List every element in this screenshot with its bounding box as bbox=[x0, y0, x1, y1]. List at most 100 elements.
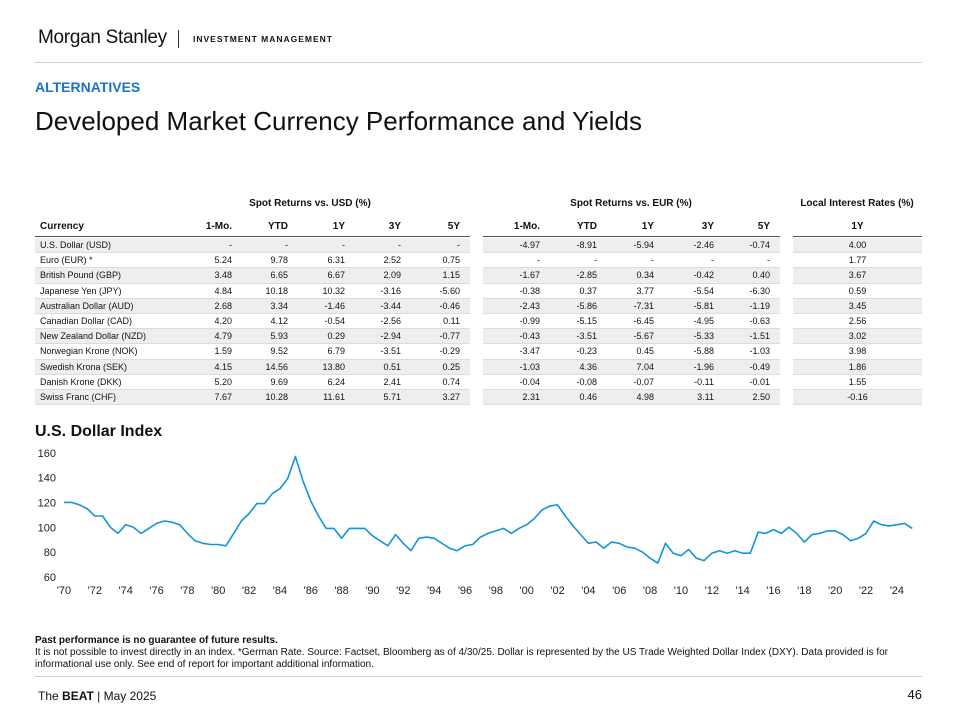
row-background bbox=[793, 314, 922, 330]
table-cell: 6.31 bbox=[327, 255, 345, 266]
table-cell: -2.85 bbox=[576, 270, 597, 281]
row-background bbox=[793, 359, 922, 375]
x-tick-label: '22 bbox=[859, 585, 873, 597]
row-label: Canadian Dollar (CAD) bbox=[40, 316, 133, 326]
x-tick-label: '14 bbox=[735, 585, 749, 597]
table-cell: 10.32 bbox=[322, 285, 345, 296]
table-cell: 3.77 bbox=[636, 285, 654, 296]
line-chart: 60 80 100 120 140 160 '70 '72 '74 '76 '78 '80 '82 '84… bbox=[38, 448, 913, 597]
table-cell: 0.75 bbox=[442, 255, 460, 266]
table-cell: -5.54 bbox=[693, 285, 714, 296]
table-cell: -1.46 bbox=[324, 300, 345, 311]
footer-rule bbox=[35, 676, 922, 677]
row-label: Norwegian Krone (NOK) bbox=[40, 346, 138, 357]
logo: Morgan Stanley bbox=[38, 27, 167, 48]
table-cell: 0.45 bbox=[636, 346, 654, 357]
table-cell: -1.96 bbox=[693, 361, 714, 372]
x-tick-label: '90 bbox=[365, 585, 379, 597]
x-tick-label: '78 bbox=[180, 585, 194, 597]
table-cell: 0.29 bbox=[327, 331, 345, 342]
table-cell: 1.86 bbox=[848, 361, 867, 372]
column-header: 1Y bbox=[641, 221, 654, 232]
x-tick-label: '74 bbox=[119, 585, 133, 597]
table-cell: -5.33 bbox=[693, 331, 714, 342]
row-label: U.S. Dollar (USD) bbox=[40, 240, 112, 250]
table-cell: -0.23 bbox=[576, 346, 597, 357]
table-cell: -3.47 bbox=[519, 346, 540, 357]
x-tick-label: '80 bbox=[211, 585, 225, 597]
table-cell: -5.88 bbox=[693, 346, 714, 357]
footer-date: | May 2025 bbox=[97, 689, 157, 703]
table-cell: -3.16 bbox=[380, 285, 401, 296]
table-cell: 4.20 bbox=[214, 316, 232, 326]
table-cell: 6.79 bbox=[327, 346, 345, 357]
row-label: Danish Krone (DKK) bbox=[40, 376, 122, 387]
page-title: Developed Market Currency Performance an… bbox=[35, 106, 642, 136]
x-tick-label: '02 bbox=[550, 585, 564, 597]
table-cell: -1.19 bbox=[749, 300, 770, 311]
row-background bbox=[483, 298, 780, 314]
table-cell: -1.03 bbox=[519, 361, 540, 372]
table-cell: -0.43 bbox=[519, 331, 540, 342]
table-cell: 0.59 bbox=[848, 285, 867, 296]
table-cell: -0.42 bbox=[693, 270, 714, 281]
row-background bbox=[35, 390, 470, 406]
table-cell: -0.07 bbox=[633, 376, 654, 387]
row-background bbox=[793, 344, 922, 360]
table-cell: - bbox=[651, 255, 654, 266]
x-tick-label: '88 bbox=[334, 585, 348, 597]
row-background bbox=[35, 359, 470, 375]
x-tick-label: '08 bbox=[643, 585, 657, 597]
table-cell: -5.86 bbox=[576, 300, 597, 311]
table-cell: 0.25 bbox=[442, 361, 460, 372]
table-cell: -8.91 bbox=[576, 240, 597, 250]
table-cell: 7.67 bbox=[214, 392, 232, 402]
table-cell: 9.52 bbox=[270, 346, 288, 357]
column-header: 1-Mo. bbox=[513, 221, 540, 232]
table-cell: - bbox=[711, 255, 714, 266]
row-label: Swiss Franc (CHF) bbox=[40, 392, 116, 402]
table-cell: 10.18 bbox=[265, 285, 288, 296]
table-cell: 14.56 bbox=[265, 361, 288, 372]
row-background bbox=[483, 253, 780, 269]
column-header: 5Y bbox=[757, 221, 770, 232]
table-cell: 2.41 bbox=[383, 376, 401, 387]
row-background bbox=[483, 314, 780, 330]
row-background bbox=[35, 329, 470, 345]
x-tick-label: '12 bbox=[705, 585, 719, 597]
row-background bbox=[483, 390, 780, 406]
row-background bbox=[793, 374, 922, 390]
row-background bbox=[483, 344, 780, 360]
x-tick-label: '98 bbox=[489, 585, 503, 597]
table-cell: -0.04 bbox=[519, 376, 540, 387]
row-background bbox=[793, 268, 922, 284]
table-cell: 2.31 bbox=[522, 392, 540, 402]
column-header: YTD bbox=[268, 221, 288, 232]
x-tick-label: '86 bbox=[304, 585, 318, 597]
row-label: Japanese Yen (JPY) bbox=[40, 285, 122, 296]
y-tick-label: 120 bbox=[38, 498, 56, 510]
row-background bbox=[35, 268, 470, 284]
table-cell: 4.00 bbox=[848, 240, 867, 250]
table-cell: 0.74 bbox=[442, 376, 460, 387]
table-cell: -0.77 bbox=[439, 331, 460, 342]
table-cell: -6.45 bbox=[633, 316, 654, 326]
row-label: New Zealand Dollar (NZD) bbox=[40, 331, 147, 342]
logo-divider bbox=[178, 30, 179, 48]
table-cell: 3.34 bbox=[270, 300, 288, 311]
table-cell: -0.08 bbox=[576, 376, 597, 387]
table-cell: -5.67 bbox=[633, 331, 654, 342]
table-cell: - bbox=[457, 240, 460, 250]
table-cell: -0.01 bbox=[749, 376, 770, 387]
table-cell: 5.24 bbox=[214, 255, 232, 266]
table-cell: 4.15 bbox=[214, 361, 232, 372]
table-cell: -2.46 bbox=[693, 240, 714, 250]
table-cell: 2.50 bbox=[752, 392, 770, 402]
row-background bbox=[483, 283, 780, 299]
table-cell: 1.55 bbox=[848, 376, 867, 387]
row-background bbox=[35, 314, 470, 330]
header-rule bbox=[483, 236, 780, 237]
table-cell: 3.02 bbox=[848, 331, 867, 342]
table-cell: -3.51 bbox=[380, 346, 401, 357]
